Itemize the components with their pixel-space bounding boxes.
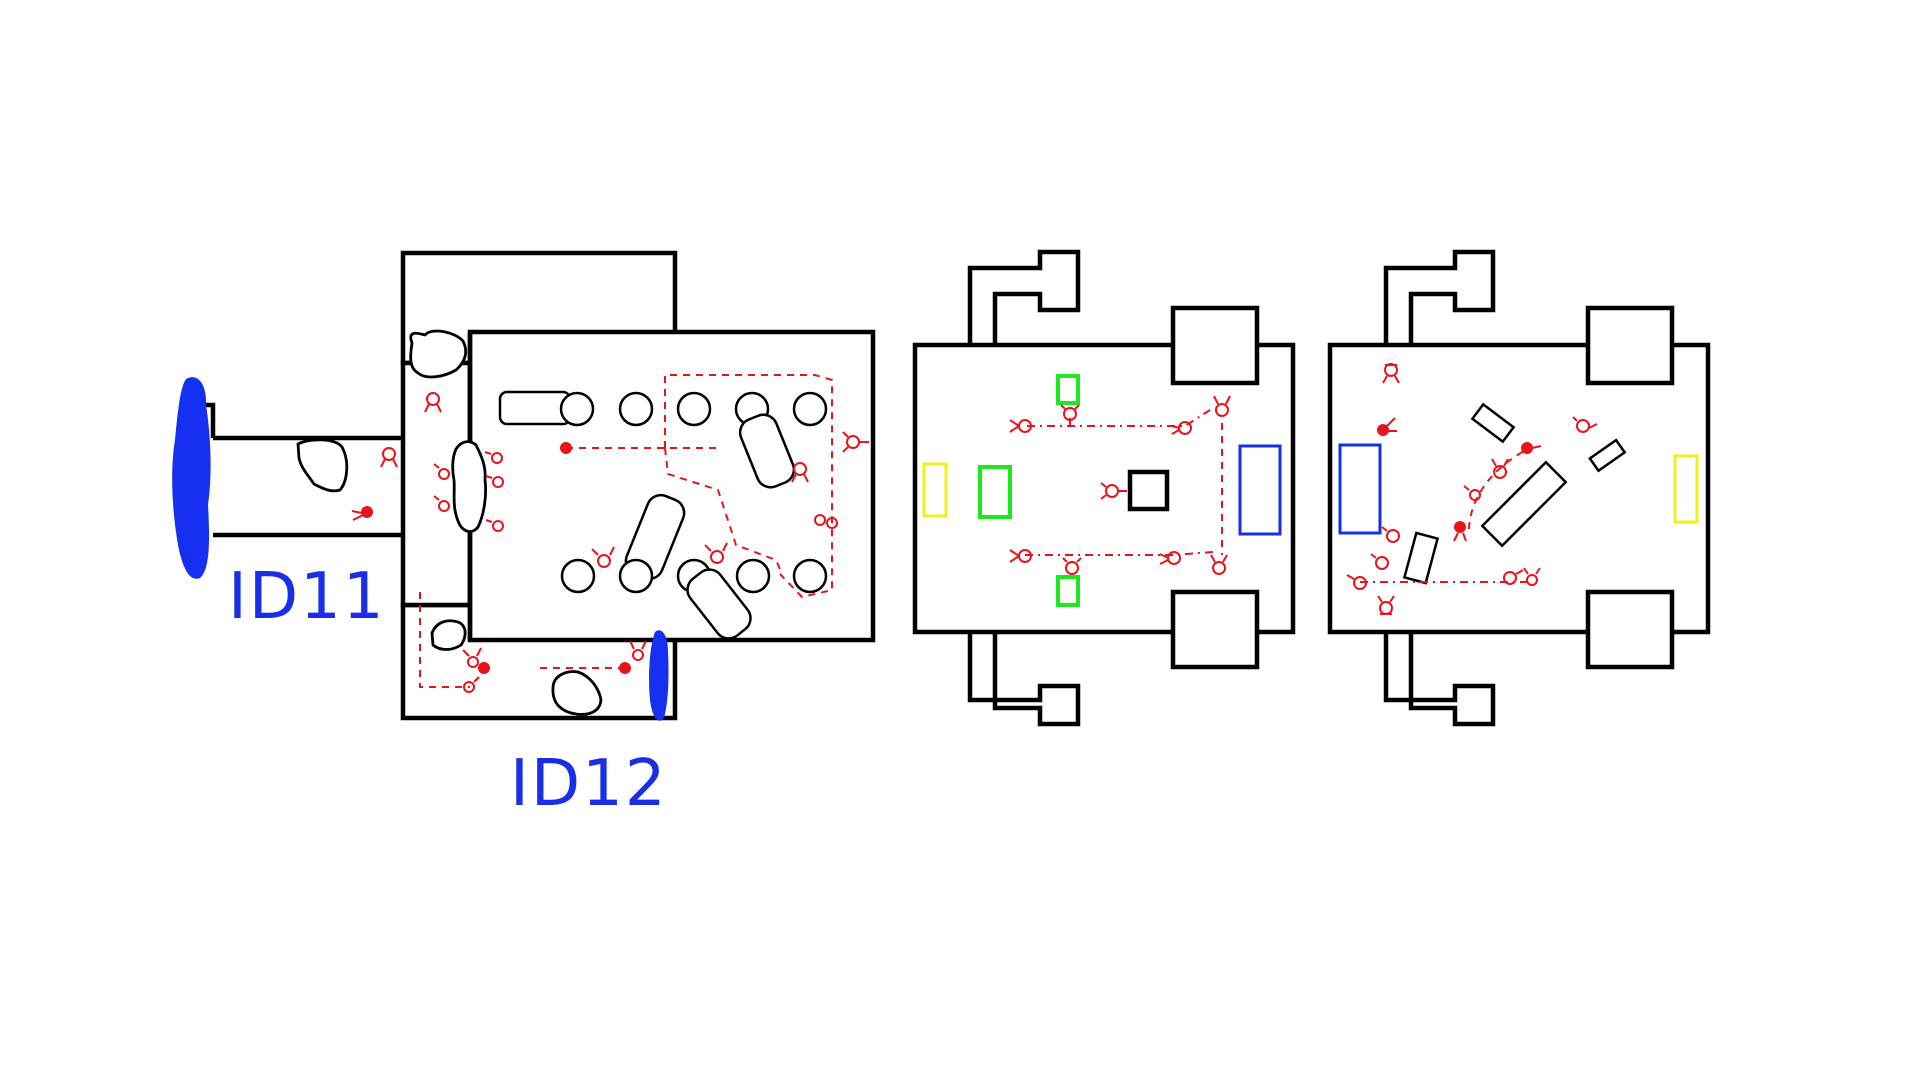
patrol-path-diagonal [664,447,783,575]
enemy-unit-icon [814,514,838,529]
pillar [560,558,596,594]
map-three [1327,249,1711,727]
enemy-active-unit-icon [1377,417,1397,436]
enemy-unit-icon [1060,404,1080,421]
log-obstacle [498,390,572,426]
enemy-unit-icon [1377,595,1395,615]
enemy-unit-icon [1009,549,1032,563]
rock-corridor [296,438,349,493]
enemy-unit-icon [1210,554,1228,575]
enemy-unit-icon [842,431,869,453]
spawn-marker-yellow [922,462,948,518]
enemy-unit-icon [1213,395,1231,417]
enemy-unit-icon [1382,363,1400,384]
center-block [1127,469,1170,512]
enemy-unit-icon [433,463,450,480]
crate [1588,438,1627,473]
patrol-path-lower [419,592,625,688]
rock-top [409,329,468,379]
pillar-row-bottom [560,493,828,640]
enemy-unit-icon [1159,551,1181,565]
enemy-unit-icon [485,519,504,532]
pillar [618,391,654,427]
enemy-group-map-three [1346,363,1598,615]
enemy-unit-icon [791,462,809,483]
enemy-unit-icon [424,392,442,413]
enemy-unit-icon [1523,567,1541,586]
stair-bracket-top [1383,249,1496,345]
enemy-active-unit-icon [351,506,373,521]
log-obstacle [738,413,796,489]
enemy-unit-icon [1572,416,1598,433]
enemy-unit-icon [704,542,728,564]
rock-hall-edge [451,440,487,533]
enemy-unit-icon [463,676,480,693]
wheel-box-bottom [1170,589,1260,670]
pillar-row-top [498,390,828,489]
rock-lower-bottom [551,670,603,716]
wheel-box-top [1585,305,1675,386]
pillar [735,558,771,594]
enemy-unit-icon [1503,569,1524,585]
label-left-id: ID11 [228,560,386,634]
enemy-active-unit-icon [478,662,490,674]
rock-lower-left [430,619,467,651]
crate [1470,402,1516,444]
log-obstacle [686,568,752,640]
crate [1402,531,1440,585]
patrol-path-main [566,374,833,599]
wheel-box-bottom [1585,589,1675,670]
door-marker-right [649,630,669,721]
spawn-marker-green-bottom [1056,575,1080,607]
enemy-active-unit-icon [1453,521,1467,542]
enemy-unit-icon [433,495,450,512]
enemy-unit-icon [1463,485,1481,501]
patrol-path-arc [1468,447,1531,530]
map-two [912,249,1296,727]
enemy-group-map-two [1009,395,1231,575]
enemy-unit-icon [484,451,503,464]
spawn-marker-blue [1238,444,1282,536]
pillar [559,391,595,427]
stair-bracket-top [967,249,1081,345]
enemy-active-unit-icon [619,662,631,674]
enemy-unit-icon [485,475,504,488]
stair-bracket-bottom [967,632,1081,727]
enemy-active-unit-icon [560,442,572,454]
label-right-id: ID12 [510,747,668,821]
enemy-unit-icon [1491,458,1509,479]
enemy-unit-icon [1171,421,1192,435]
door-marker-left [172,377,211,579]
enemy-unit-icon [1370,553,1389,570]
crate [1480,460,1568,548]
pillar [792,391,828,427]
spawn-marker-blue [1338,443,1382,535]
enemy-unit-icon [591,546,615,568]
enemy-unit-icon [1100,482,1127,500]
pillar [676,391,712,427]
enemy-unit-icon [1009,419,1032,433]
enemy-unit-icon [1062,557,1082,575]
vehicle-body [912,342,1296,635]
enemy-active-unit-icon [1521,442,1542,454]
pillar [618,558,654,594]
stair-bracket-bottom [1383,632,1496,727]
spawn-marker-green-mid [978,465,1012,519]
enemy-unit-icon [1381,526,1400,543]
enemy-group-map-one [351,392,869,693]
spawn-marker-yellow [1673,454,1699,524]
enemy-unit-icon [1346,574,1367,590]
pillar [792,558,828,594]
wheel-box-top [1170,305,1260,386]
enemy-unit-icon [462,647,482,668]
entry-corridor [213,435,403,538]
enemy-unit-icon [380,447,398,468]
map-one: ID11 ID12 [172,250,876,821]
spawn-marker-green-top [1056,374,1080,405]
enemy-unit-icon [629,640,647,661]
